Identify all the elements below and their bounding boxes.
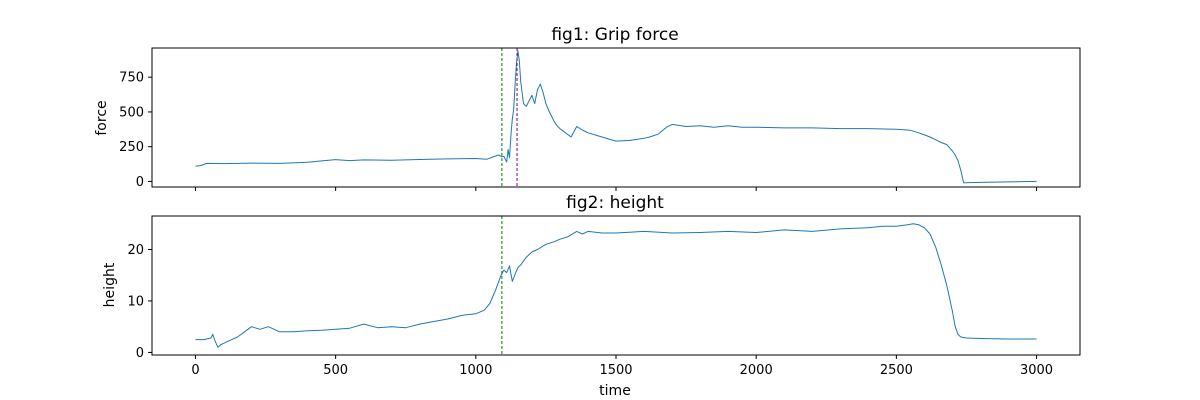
y-tick-label: 20 (127, 243, 144, 258)
y-tick-label: 10 (127, 294, 144, 309)
x-tick-label: 1500 (599, 363, 632, 378)
x-tick-label: 1000 (459, 363, 492, 378)
y-tick-label: 500 (119, 105, 144, 120)
y-tick-label: 250 (119, 140, 144, 155)
x-tick-label: 2500 (880, 363, 913, 378)
x-tick-label: 0 (191, 363, 199, 378)
y-tick-label: 0 (136, 175, 144, 190)
height-panel: fig2: height height time 0 500 1000 1500 200… (102, 193, 1081, 399)
y-axis-label: force (94, 100, 110, 135)
x-axis-label: time (599, 383, 631, 399)
axes-frame (151, 47, 1081, 188)
y-tick-label: 0 (136, 346, 144, 361)
x-tick-label: 2000 (740, 363, 773, 378)
axes-frame (151, 215, 1081, 356)
chart-title: fig2: height (566, 193, 664, 213)
chart-title: fig1: Grip force (551, 25, 678, 45)
x-tick-label: 3000 (1020, 363, 1053, 378)
y-axis-label: height (102, 262, 118, 307)
series-line (195, 223, 1037, 348)
x-tick-label: 500 (323, 363, 348, 378)
y-tick-label: 750 (119, 71, 144, 86)
grip-force-panel: fig1: Grip force force 0 250 500 750 (94, 25, 1081, 191)
series-line (195, 50, 1037, 184)
